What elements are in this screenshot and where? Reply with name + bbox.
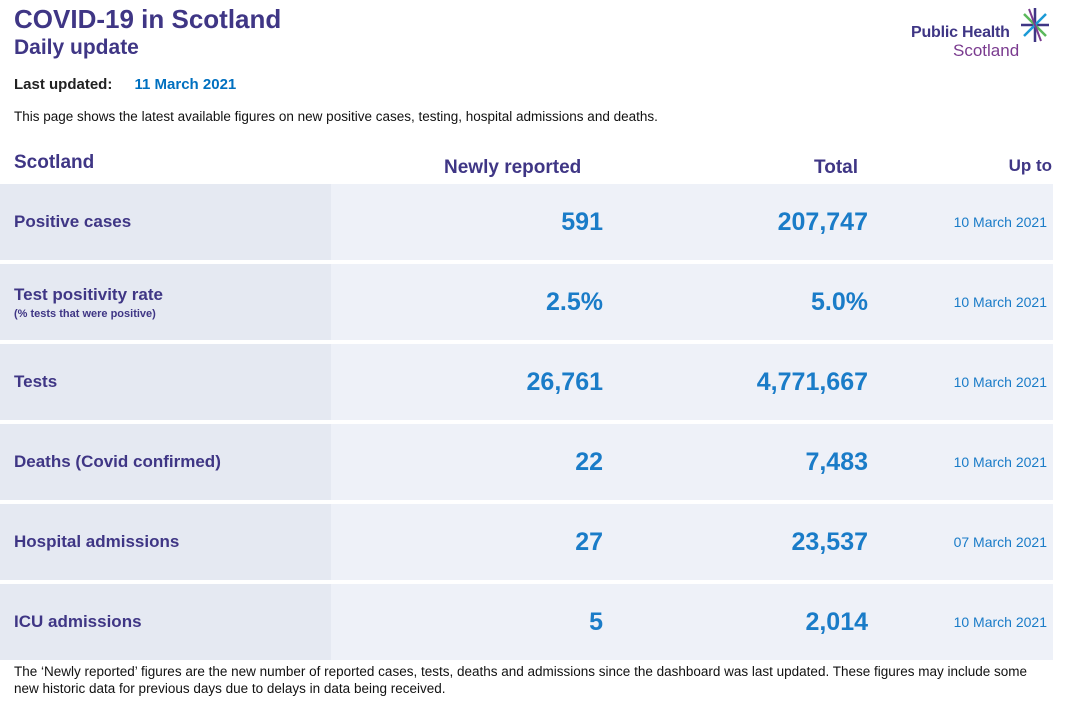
- intro-text: This page shows the latest available fig…: [14, 109, 658, 124]
- last-updated-value: 11 March 2021: [134, 76, 237, 93]
- up-to-date: 10 March 2021: [953, 374, 1047, 390]
- last-updated: Last updated: 11 March 2021: [14, 76, 236, 93]
- column-header-newly-reported: Newly reported: [444, 157, 582, 178]
- row-label: Test positivity rate (% tests that were …: [0, 264, 331, 340]
- row-label-text: ICU admissions: [14, 612, 142, 631]
- up-to-date: 07 March 2021: [953, 534, 1047, 550]
- newly-reported-value: 2.5%: [546, 287, 603, 316]
- row-label: Hospital admissions: [0, 504, 331, 580]
- up-to-date: 10 March 2021: [953, 454, 1047, 470]
- row-label-text: Deaths (Covid confirmed): [14, 452, 221, 471]
- row-label: ICU admissions: [0, 584, 331, 660]
- table-row: Test positivity rate (% tests that were …: [0, 264, 1053, 340]
- column-header-total: Total: [814, 157, 858, 178]
- last-updated-label: Last updated:: [14, 76, 113, 93]
- up-to-date: 10 March 2021: [953, 614, 1047, 630]
- row-label-text: Hospital admissions: [14, 532, 180, 551]
- logo-text-line2: Scotland: [953, 41, 1020, 60]
- table-row: Deaths (Covid confirmed) 22 7,483 10 Mar…: [0, 424, 1053, 500]
- total-value: 2,014: [805, 607, 868, 636]
- up-to-date: 10 March 2021: [953, 294, 1047, 310]
- newly-reported-value: 27: [575, 527, 603, 556]
- row-label-text: Test positivity rate: [14, 284, 163, 304]
- total-value: 7,483: [805, 447, 868, 476]
- row-label-note: (% tests that were positive): [14, 307, 156, 320]
- row-label: Positive cases: [0, 184, 331, 260]
- table-row: ICU admissions 5 2,014 10 March 2021: [0, 584, 1053, 660]
- total-value: 5.0%: [811, 287, 868, 316]
- total-value: 207,747: [777, 207, 868, 236]
- page-title: COVID-19 in Scotland: [14, 4, 282, 34]
- page-subtitle: Daily update: [14, 36, 139, 59]
- column-header-region: Scotland: [14, 152, 95, 173]
- row-label-text: Tests: [14, 372, 58, 391]
- stats-table: Positive cases 591 207,747 10 March 2021…: [0, 184, 1053, 664]
- table-row: Positive cases 591 207,747 10 March 2021: [0, 184, 1053, 260]
- total-value: 4,771,667: [756, 367, 868, 396]
- newly-reported-value: 26,761: [526, 367, 603, 396]
- row-label: Tests: [0, 344, 331, 420]
- newly-reported-value: 5: [589, 607, 603, 636]
- footnote: The ‘Newly reported’ figures are the new…: [14, 664, 1028, 696]
- up-to-date: 10 March 2021: [953, 214, 1047, 230]
- column-header-up-to: Up to: [1008, 156, 1052, 175]
- public-health-scotland-logo: Public Health Scotland: [908, 6, 1058, 66]
- row-label-text: Positive cases: [14, 212, 132, 231]
- total-value: 23,537: [791, 527, 868, 556]
- newly-reported-value: 22: [575, 447, 603, 476]
- logo-text-line1: Public Health: [911, 24, 1010, 41]
- newly-reported-value: 591: [561, 207, 603, 236]
- star-burst-icon: [1021, 8, 1049, 42]
- table-row: Hospital admissions 27 23,537 07 March 2…: [0, 504, 1053, 580]
- row-label: Deaths (Covid confirmed): [0, 424, 331, 500]
- table-row: Tests 26,761 4,771,667 10 March 2021: [0, 344, 1053, 420]
